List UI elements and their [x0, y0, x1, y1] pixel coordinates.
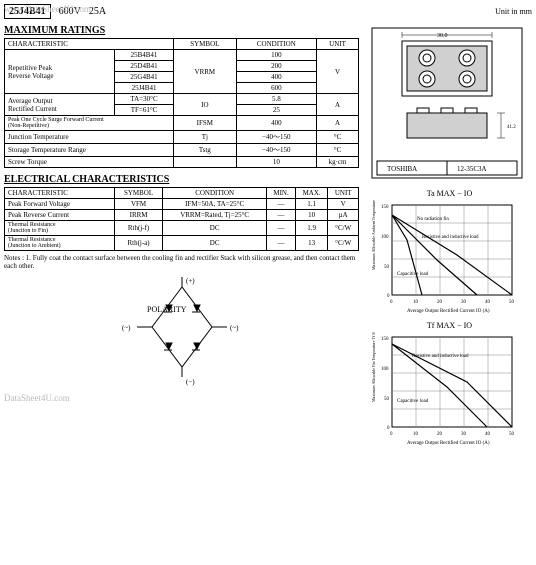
svg-text:TOSHIBA: TOSHIBA [387, 165, 417, 173]
svg-text:Average Output Rectified Curre: Average Output Rectified Current IO (A) [407, 441, 490, 446]
svg-text:50: 50 [384, 397, 390, 402]
svg-text:(~): (~) [230, 324, 239, 332]
svg-text:(−): (−) [186, 378, 195, 386]
torque-unit: kg·cm [317, 157, 359, 168]
torque-label: Screw Torque [5, 157, 174, 168]
svg-text:50: 50 [384, 265, 390, 270]
rprv-label: Repetitive Peak Reverse Voltage [5, 50, 115, 94]
svg-text:50: 50 [509, 300, 515, 305]
part1: 25D4B41 [115, 61, 174, 72]
elec-title: ELECTRICAL CHARACTERISTICS [4, 174, 359, 185]
svg-text:Average Output Rectified Curre: Average Output Rectified Current IO (A) [407, 309, 490, 314]
svg-text:30.0: 30.0 [437, 33, 448, 39]
io-val0: 5.8 [236, 94, 316, 105]
svg-text:Maximum Allowable Ambient Temp: Maximum Allowable Ambient Temperature Ta… [371, 200, 376, 270]
svg-text:Capacitive load: Capacitive load [397, 399, 429, 404]
part0: 25B4B41 [115, 50, 174, 61]
table-row: Peak Reverse Current IRRM VRRM=Rated, Tj… [5, 210, 359, 221]
tj-val: −40～150 [236, 131, 316, 144]
table-row: Peak Forward Voltage VFM IFM=50A, TA=25°… [5, 199, 359, 210]
io-cond0: TA=30°C [115, 94, 174, 105]
ifsm-unit: A [317, 116, 359, 131]
svg-text:Maximum Allowable Fin Temperat: Maximum Allowable Fin Temperature Tf MAX… [371, 332, 376, 402]
svg-text:30: 30 [461, 432, 467, 437]
table-row: Thermal Resistance (Junction to Fin) Rth… [5, 221, 359, 236]
io-val1: 25 [236, 105, 316, 116]
th-cond: CONDITION [236, 39, 316, 50]
svg-text:12-35C3A: 12-35C3A [457, 165, 487, 173]
val2: 400 [236, 72, 316, 83]
svg-text:20: 20 [437, 432, 443, 437]
svg-text:0: 0 [387, 294, 390, 299]
svg-text:150: 150 [381, 205, 389, 210]
io-unit: A [317, 94, 359, 116]
svg-text:40: 40 [485, 300, 491, 305]
svg-text:100: 100 [381, 235, 389, 240]
tstg-val: −40～150 [236, 144, 316, 157]
svg-text:40: 40 [485, 432, 491, 437]
svg-text:0: 0 [390, 300, 393, 305]
svg-text:0: 0 [387, 426, 390, 431]
svg-text:Capacitive load: Capacitive load [397, 272, 429, 277]
svg-text:50: 50 [509, 432, 515, 437]
svg-text:30: 30 [461, 300, 467, 305]
torque-val: 10 [236, 157, 316, 168]
th-unit: UNIT [317, 39, 359, 50]
max-ratings-title: MAXIMUM RATINGS [4, 25, 359, 36]
val1: 200 [236, 61, 316, 72]
tj-unit: °C [317, 131, 359, 144]
io-cond1: TF=61°C [115, 105, 174, 116]
tj-label: Junction Temperature [5, 131, 174, 144]
table-row: Thermal Resistance (Junction to Ambient)… [5, 236, 359, 251]
eth-sym: SYMBOL [115, 188, 163, 199]
tstg-label: Storage Temperature Range [5, 144, 174, 157]
chart-tf-title: Tf MAX − IO [367, 321, 532, 330]
chart-tf: Resistive and inductive load Capacitive … [367, 332, 527, 447]
package-drawing: 30.0 41.2 TOSHIBA 12-35C3A [367, 23, 527, 183]
ifsm-label: Peak One Cycle Surge Forward Current (No… [5, 116, 174, 131]
rprv-sym: VRRM [174, 50, 237, 94]
svg-text:20: 20 [437, 300, 443, 305]
eth-char: CHARACTERISTIC [5, 188, 115, 199]
eth-min: MIN. [267, 188, 296, 199]
unit-note: Unit in mm [495, 7, 532, 16]
svg-text:41.2: 41.2 [507, 125, 516, 130]
svg-text:10: 10 [413, 300, 419, 305]
eth-unit: UNIT [328, 188, 359, 199]
current-spec: 25A [89, 6, 106, 17]
elec-table: CHARACTERISTIC SYMBOL CONDITION MIN. MAX… [4, 187, 359, 251]
rprv-unit: V [317, 50, 359, 94]
svg-text:(~): (~) [122, 324, 131, 332]
tstg-unit: °C [317, 144, 359, 157]
svg-text:150: 150 [381, 337, 389, 342]
svg-text:0: 0 [390, 432, 393, 437]
watermark-top-left: www.DataSheet4U.com [4, 4, 91, 14]
svg-text:Resistive and inductive load: Resistive and inductive load [422, 235, 479, 240]
note-text: Notes : 1. Fully coat the contact surfac… [4, 254, 359, 271]
polarity-diagram: POLARITY (+) (~) (~) (−) [92, 277, 272, 387]
ifsm-sym: IFSM [174, 116, 237, 131]
watermark-bottom-left: DataSheet4U.com [4, 393, 359, 403]
th-sym: SYMBOL [174, 39, 237, 50]
svg-text:No radiation fin: No radiation fin [417, 217, 449, 222]
part3: 25J4B41 [115, 83, 174, 94]
eth-cond: CONDITION [163, 188, 267, 199]
io-label: Average Output Rectified Current [5, 94, 115, 116]
max-ratings-table: CHARACTERISTIC SYMBOL CONDITION UNIT Rep… [4, 38, 359, 168]
svg-text:(+): (+) [186, 277, 195, 285]
val0: 100 [236, 50, 316, 61]
io-sym: IO [174, 94, 237, 116]
svg-text:10: 10 [413, 432, 419, 437]
svg-text:Resistive and inductive load: Resistive and inductive load [412, 354, 469, 359]
svg-text:100: 100 [381, 367, 389, 372]
tj-sym: Tj [174, 131, 237, 144]
chart-ta-title: Ta MAX − IO [367, 189, 532, 198]
ifsm-val: 400 [236, 116, 316, 131]
th-char: CHARACTERISTIC [5, 39, 174, 50]
val3: 600 [236, 83, 316, 94]
tstg-sym: Tstg [174, 144, 237, 157]
part2: 25G4B41 [115, 72, 174, 83]
chart-ta: No radiation fin Resistive and inductive… [367, 200, 527, 315]
eth-max: MAX. [295, 188, 328, 199]
